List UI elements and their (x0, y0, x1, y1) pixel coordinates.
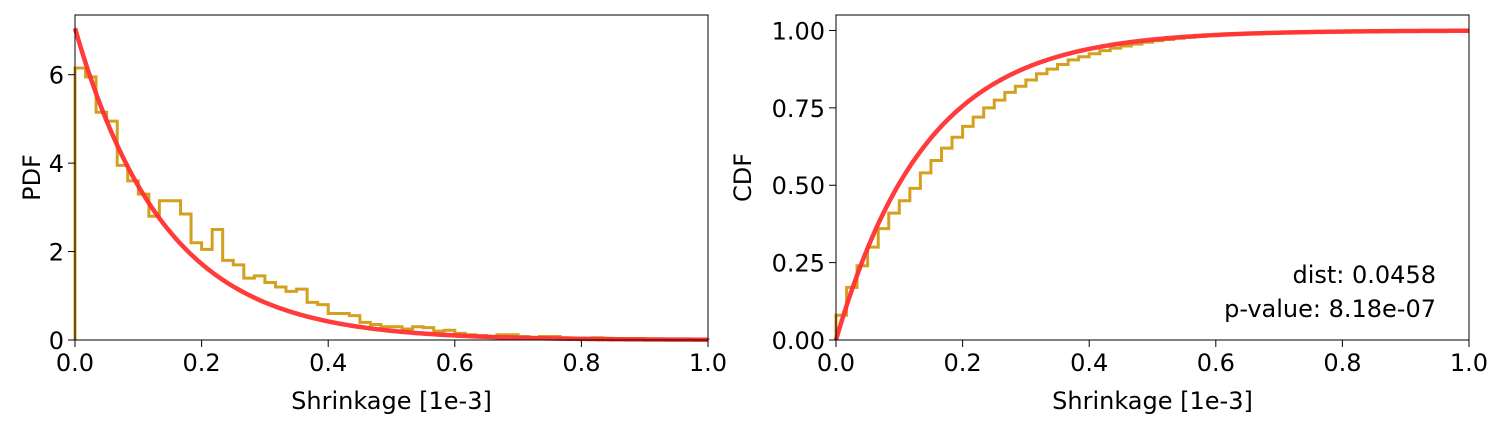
pdf-x-axis-label: Shrinkage [1e-3] (291, 387, 492, 415)
cdf-y-tick-label: 1.00 (772, 17, 825, 45)
pdf-x-tick-label: 0.8 (562, 349, 600, 377)
p-value-annotation: p-value: 8.18e-07 (1224, 295, 1436, 323)
cdf-x-tick-label: 0.0 (817, 349, 855, 377)
cdf-y-ticks: 0.00 0.25 0.50 0.75 1.00 (772, 17, 836, 355)
cdf-fit-curve (833, 28, 1470, 341)
cdf-y-tick-label: 0.50 (772, 172, 825, 200)
pdf-fit-curve (72, 27, 709, 342)
pdf-x-tick-label: 0.0 (56, 349, 94, 377)
cdf-y-tick-label: 0.00 (772, 327, 825, 355)
pdf-y-ticks: 0 2 4 6 (49, 62, 75, 355)
cdf-panel: 0.0 0.2 0.4 0.6 0.8 1.0 0.000.250.500.751.00 … (729, 14, 1488, 415)
pdf-x-tick-label: 0.6 (436, 349, 474, 377)
pdf-x-tick-label: 0.4 (309, 349, 347, 377)
pdf-x-tick-label: 1.0 (689, 349, 727, 377)
cdf-y-tick-label: 0.25 (772, 250, 825, 278)
cdf-x-tick-label: 1.0 (1450, 349, 1488, 377)
pdf-y-tick-label: 4 (49, 150, 64, 178)
pdf-x-ticks: 0.0 0.2 0.4 0.6 0.8 1.0 (56, 340, 727, 377)
pdf-marks (72, 27, 710, 342)
pdf-y-tick-label: 6 (49, 62, 64, 90)
pdf-y-tick-label: 0 (49, 327, 64, 355)
cdf-y-tick-label: 0.75 (772, 95, 825, 123)
pdf-y-axis-label: PDF (18, 154, 46, 201)
pdf-y-tick-label: 2 (49, 239, 64, 267)
cdf-y-axis-label: CDF (729, 153, 757, 202)
cdf-x-tick-label: 0.8 (1323, 349, 1361, 377)
pdf-panel: 0.0 0.2 0.4 0.6 0.8 1.0 0 2 4 6 Shrinkage [1e-3]… (18, 14, 727, 415)
cdf-marks (833, 28, 1470, 341)
ks-distance-annotation: dist: 0.0458 (1292, 261, 1436, 289)
cdf-x-tick-label: 0.4 (1070, 349, 1108, 377)
cdf-x-tick-label: 0.6 (1197, 349, 1235, 377)
cdf-axes-frame (835, 14, 1470, 341)
pdf-axes-frame (74, 14, 709, 341)
cdf-x-axis-label: Shrinkage [1e-3] (1052, 387, 1253, 415)
pdf-x-tick-label: 0.2 (183, 349, 221, 377)
cdf-x-tick-label: 0.2 (944, 349, 982, 377)
cdf-x-ticks: 0.0 0.2 0.4 0.6 0.8 1.0 (817, 340, 1488, 377)
